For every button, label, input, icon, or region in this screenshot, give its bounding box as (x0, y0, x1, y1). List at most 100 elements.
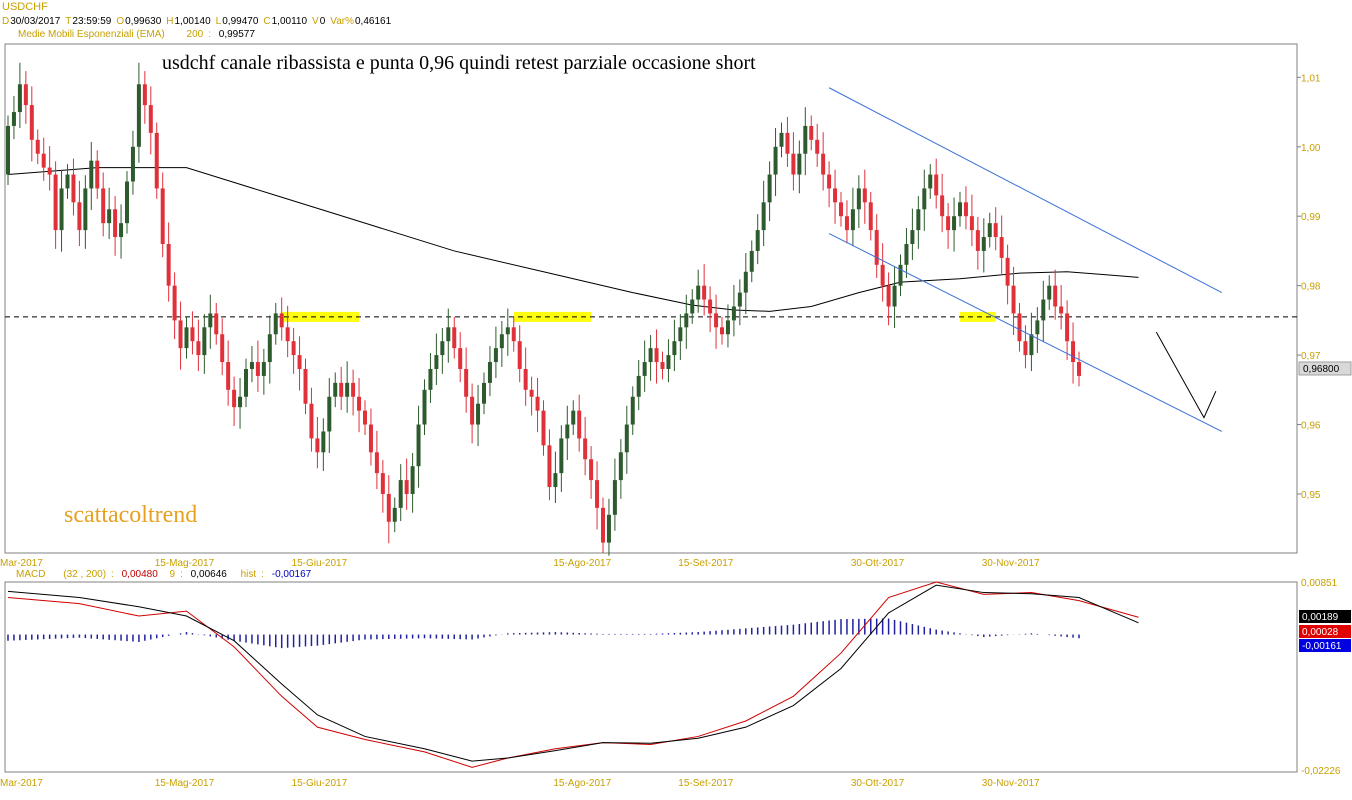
ohlc-field: Var%0,46161 (330, 16, 391, 27)
macd-y-tick-label: 0,00851 (1301, 578, 1338, 589)
candle-body (476, 403, 481, 425)
candle-body (702, 285, 707, 300)
x-tick-label: 15-Ago-2017 (553, 558, 611, 569)
candle-body (11, 112, 16, 126)
candle-body (743, 271, 748, 293)
candle-body (773, 146, 778, 175)
candle-body (321, 431, 326, 453)
candle-body (208, 313, 213, 328)
candle-body (499, 334, 504, 349)
candle-body (130, 146, 135, 182)
candle-body (434, 355, 439, 369)
candle-body (1029, 334, 1034, 356)
macd-value-box (1299, 610, 1351, 623)
candle-body (678, 327, 683, 342)
candle-body (606, 514, 611, 543)
candle-body (440, 341, 445, 356)
candle-body (1065, 313, 1070, 342)
candle-body (720, 327, 724, 335)
candle-body (470, 396, 475, 425)
candle-body (523, 368, 528, 390)
candle-body (428, 368, 433, 390)
candle-body (196, 341, 201, 356)
candle-body (267, 334, 272, 363)
last-price-box (1298, 361, 1352, 376)
candle-body (589, 459, 594, 481)
ohlc-key: V (312, 16, 319, 27)
candle-body (29, 105, 34, 140)
candle-body (630, 396, 635, 425)
ema-value: 0,99577 (218, 29, 255, 40)
candle-body (827, 174, 832, 189)
candle-body (559, 438, 564, 474)
y-tick-label: 1,01 (1301, 73, 1321, 84)
candle-body (880, 264, 885, 286)
ohlc-value: 0,99630 (125, 16, 162, 27)
candle-body (993, 223, 998, 238)
ohlc-value: 1,00110 (271, 16, 308, 27)
macd-sep: : (111, 569, 114, 580)
ohlc-key: D (2, 16, 10, 27)
candle-body (737, 292, 742, 307)
chart-annotation: usdchf canale ribassista e punta 0,96 qu… (162, 52, 756, 74)
x-tick-label: 15-Set-2017 (678, 558, 733, 569)
candle-body (273, 313, 278, 335)
candle-body (928, 174, 933, 189)
candle-body (839, 202, 843, 217)
candle-body (119, 223, 124, 238)
candle-body (41, 153, 46, 168)
candle-body (374, 452, 379, 474)
signal-value: 0,00646 (190, 569, 227, 580)
candle-body (797, 153, 802, 175)
ohlc-field: H1,00140 (166, 16, 210, 27)
candle-body (612, 480, 617, 515)
candle-body (47, 167, 52, 175)
forecast-arrow (1155, 331, 1217, 419)
candle-body (1077, 362, 1081, 376)
candle-body (53, 174, 58, 231)
candle-body (71, 174, 76, 203)
last-price-label: 0,96800 (1303, 364, 1340, 375)
candle-body (731, 306, 736, 321)
signal-sep: : (180, 569, 183, 580)
ohlc-value: 1,00140 (174, 16, 211, 27)
candle-body (553, 473, 558, 488)
candle-body (172, 285, 177, 321)
ohlc-key: T (65, 16, 72, 27)
candle-body (660, 362, 665, 369)
candle-body (279, 313, 284, 328)
ohlc-value: 30/03/2017 (10, 16, 61, 27)
candle-body (303, 368, 308, 404)
candle-body (666, 355, 671, 369)
candle-body (987, 223, 992, 238)
candle-body (904, 243, 909, 265)
ohlc-key: H (166, 16, 174, 27)
candle-body (547, 445, 552, 488)
macd-panel-frame (4, 581, 1298, 773)
candle-body (517, 341, 522, 369)
candle-body (940, 195, 945, 217)
signal-line (7, 584, 1139, 762)
ohlc-field: C1,00110 (263, 16, 307, 27)
ohlc-key: L (215, 16, 222, 27)
macd-value-label: 0,00028 (1302, 627, 1339, 638)
signal-period: 9 (169, 569, 176, 580)
candle-body (83, 188, 88, 231)
candle-body (178, 320, 183, 349)
candle-body (202, 327, 207, 356)
candle-body (380, 473, 385, 494)
candle-body (708, 299, 713, 314)
candle-body (357, 396, 362, 411)
candle-body (672, 341, 677, 356)
candle-body (850, 209, 855, 231)
candle-body (916, 209, 921, 231)
candle-body (482, 382, 486, 404)
candle-body (113, 209, 118, 238)
y-tick-label: 1,00 (1301, 143, 1321, 154)
macd-params: (32 , 200) (63, 569, 107, 580)
candle-body (184, 327, 189, 349)
candle-body (464, 368, 469, 397)
candle-body (148, 105, 153, 133)
ohlc-field: L0,99470 (216, 16, 259, 27)
